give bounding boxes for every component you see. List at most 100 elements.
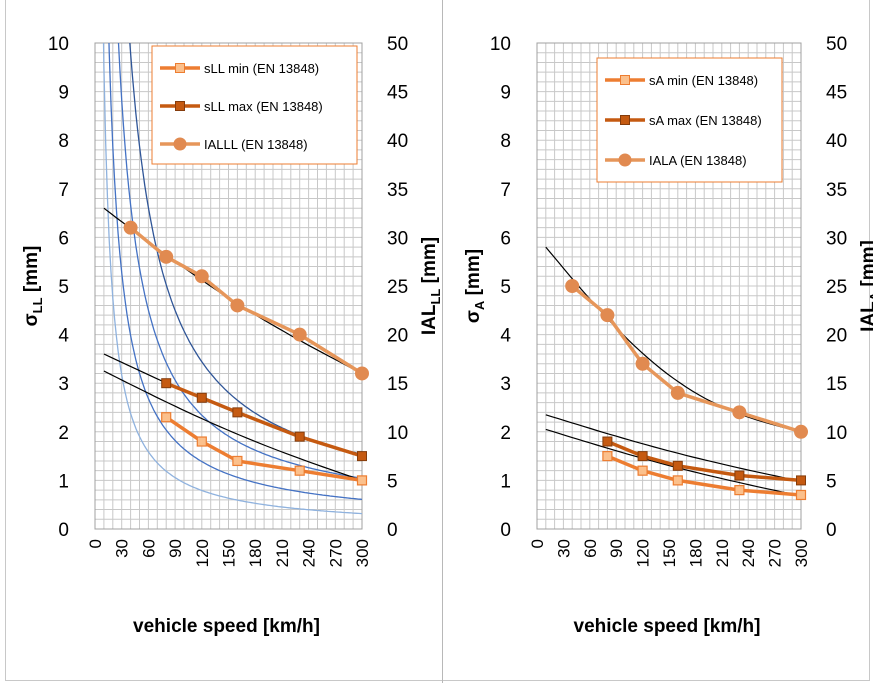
y-right-tick-label: 50 [387, 34, 408, 55]
x-tick-label: 90 [607, 539, 626, 558]
y-left-tick-label: 6 [58, 228, 69, 249]
data-point-circle [732, 405, 747, 420]
x-tick-label: 0 [528, 539, 547, 548]
y-right-title-unit: [mm] [858, 240, 873, 292]
y-right-tick-label: 40 [387, 131, 408, 152]
data-point-square [637, 451, 648, 462]
x-tick-label: 270 [766, 539, 785, 567]
y-right-tick-label: 25 [826, 277, 847, 298]
legend-label: sLL min (EN 13848) [204, 61, 319, 76]
reference-curve [102, 43, 362, 515]
x-tick-label: 240 [300, 539, 319, 567]
y-left-tick-label: 0 [500, 520, 511, 541]
x-tick-label: 60 [581, 539, 600, 558]
data-point-square [795, 489, 807, 501]
y-right-tick-label: 25 [387, 277, 408, 298]
x-tick-label: 180 [686, 539, 705, 567]
data-point-circle [355, 366, 369, 381]
y-left-title-unit: [mm] [21, 246, 42, 298]
data-point-circle [230, 298, 245, 313]
y-right-tick-label: 35 [387, 180, 408, 201]
y-right-tick-label: 5 [826, 471, 837, 492]
legend-marker [173, 137, 187, 151]
x-tick-label: 240 [739, 539, 758, 567]
data-point-circle [159, 249, 174, 264]
x-tick-label: 210 [713, 539, 732, 567]
plot-border [94, 42, 363, 530]
reference-curve [117, 43, 362, 479]
x-tick-label: 300 [792, 539, 811, 567]
y-right-title-symbol: IAL [419, 304, 440, 335]
data-point-circle [194, 269, 209, 284]
plot-border [536, 42, 802, 530]
legend-label: sA min (EN 13848) [649, 73, 758, 88]
y-right-tick-label: 45 [826, 83, 847, 104]
trendline [545, 414, 801, 482]
y-right-tick-label: 30 [387, 228, 408, 249]
y-right-title-symbol: IAL [858, 301, 873, 332]
y-right-tick-label: 15 [387, 374, 408, 395]
data-point-square [796, 475, 806, 486]
legend-label: IALA (EN 13848) [649, 153, 747, 168]
data-point-square [161, 412, 172, 423]
y-right-tick-label: 20 [387, 326, 408, 347]
y-left-tick-label: 4 [58, 326, 69, 347]
y-left-tick-label: 10 [48, 34, 69, 55]
y-left-tick-label: 1 [58, 471, 69, 492]
y-left-tick-label: 8 [500, 131, 511, 152]
trendline [103, 370, 362, 481]
legend: sA min (EN 13848) sA max (EN 13848) IALA (… [596, 57, 783, 183]
data-point-square [196, 436, 207, 447]
data-point-circle [600, 308, 615, 323]
y-left-title-unit: [mm] [463, 249, 484, 301]
data-point-square [196, 392, 207, 403]
y-left-tick-label: 2 [58, 423, 69, 444]
y-right-tick-label: 10 [826, 423, 847, 444]
x-tick-label: 270 [326, 539, 345, 567]
x-tick-label: 150 [220, 539, 239, 567]
x-tick-label: 180 [246, 539, 265, 567]
y-left-tick-label: 2 [500, 423, 511, 444]
data-point-square [734, 470, 745, 481]
legend-label: sA max (EN 13848) [649, 113, 762, 128]
y-left-tick-label: 4 [500, 326, 511, 347]
x-tick-label: 30 [554, 539, 573, 558]
y-left-tick-label: 3 [58, 374, 69, 395]
legend-marker [175, 101, 185, 111]
legend-label: sLL max (EN 13848) [204, 99, 323, 114]
y-right-title-unit: [mm] [419, 237, 440, 289]
y-right-title-subscript: A [867, 291, 873, 301]
figure-frame [5, 0, 870, 681]
y-left-tick-label: 8 [58, 131, 69, 152]
y-left-tick-label: 7 [58, 180, 69, 201]
y-right-tick-label: 30 [826, 228, 847, 249]
y-left-tick-label: 10 [490, 34, 511, 55]
x-tick-label: 120 [634, 539, 653, 567]
y-left-tick-label: 3 [500, 374, 511, 395]
data-point-square [232, 407, 243, 418]
y-left-tick-label: 9 [58, 83, 69, 104]
data-point-circle [794, 424, 808, 439]
x-tick-label: 30 [113, 539, 132, 558]
y-right-tick-label: 35 [826, 180, 847, 201]
x-tick-label: 150 [660, 539, 679, 567]
data-point-square [672, 460, 683, 471]
y-right-title-subscript: LL [428, 289, 443, 305]
data-point-circle [123, 220, 138, 235]
y-left-title-symbol: σ [21, 313, 42, 326]
data-point-square [602, 451, 613, 462]
legend-marker [620, 115, 630, 125]
plot-area [545, 246, 801, 497]
legend: sLL min (EN 13848) sLL max (EN 13848) IALL… [151, 45, 358, 165]
y-right-tick-label: 0 [826, 520, 837, 541]
x-axis-title: vehicle speed [km/h] [574, 616, 761, 637]
data-point-circle [635, 356, 650, 371]
y-left-tick-label: 7 [500, 180, 511, 201]
series-line [571, 284, 801, 434]
legend-marker [175, 63, 185, 73]
x-tick-label: 120 [193, 539, 212, 567]
x-tick-label: 90 [166, 539, 185, 558]
